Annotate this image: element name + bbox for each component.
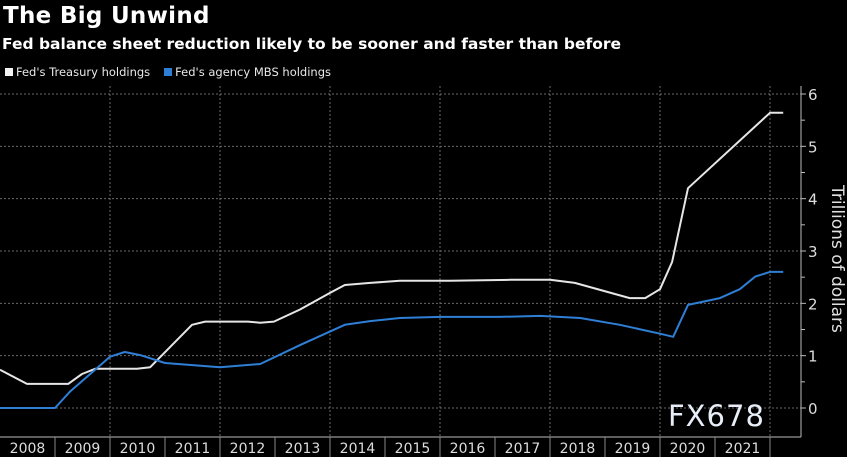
y-tick-label: 1 bbox=[808, 348, 818, 366]
legend-label-mbs: Fed's agency MBS holdings bbox=[175, 65, 331, 79]
series-lines bbox=[0, 111, 784, 409]
y-tick-label: 0 bbox=[808, 400, 818, 418]
treasury-line bbox=[0, 111, 784, 385]
legend: Fed's Treasury holdings Fed's agency MBS… bbox=[5, 65, 331, 79]
y-tick-labels: 0 1 2 3 4 5 6 bbox=[808, 86, 818, 418]
gridlines bbox=[0, 86, 801, 437]
x-tick-label: 2020 bbox=[670, 441, 706, 457]
y-tick-label: 5 bbox=[808, 138, 818, 156]
x-tick-label: 2016 bbox=[450, 441, 486, 457]
x-tick-label: 2018 bbox=[560, 441, 596, 457]
x-tick-labels: 2008 2009 2010 2011 2012 2013 2014 2015 2016 2017… bbox=[10, 441, 761, 457]
x-tick-label: 2010 bbox=[120, 441, 156, 457]
legend-swatch-mbs bbox=[164, 68, 173, 76]
y-tick-label: 4 bbox=[808, 191, 818, 209]
x-tick-label: 2019 bbox=[615, 441, 651, 457]
x-tick-label: 2012 bbox=[230, 441, 266, 457]
x-tick-label: 2009 bbox=[65, 441, 101, 457]
axes bbox=[0, 86, 806, 457]
y-axis-label: Trillions of dollars bbox=[827, 185, 847, 333]
x-tick-label: 2017 bbox=[505, 441, 541, 457]
legend-swatch-treasury bbox=[5, 68, 13, 76]
y-tick-label: 2 bbox=[808, 295, 818, 313]
x-tick-label: 2015 bbox=[395, 441, 431, 457]
mbs-line bbox=[0, 270, 784, 409]
chart-subtitle: Fed balance sheet reduction likely to be… bbox=[2, 35, 622, 53]
x-tick-label: 2008 bbox=[10, 441, 46, 457]
y-tick-label: 6 bbox=[808, 86, 818, 104]
legend-item-treasury: Fed's Treasury holdings bbox=[5, 65, 150, 79]
y-tick-label: 3 bbox=[808, 243, 818, 261]
watermark: FX678 bbox=[668, 399, 765, 433]
x-tick-label: 2013 bbox=[285, 441, 321, 457]
x-tick-label: 2021 bbox=[725, 441, 761, 457]
legend-label-treasury: Fed's Treasury holdings bbox=[16, 65, 151, 79]
x-tick-label: 2011 bbox=[175, 441, 211, 457]
x-tick-label: 2014 bbox=[340, 441, 376, 457]
chart-title: The Big Unwind bbox=[3, 3, 210, 29]
legend-item-mbs: Fed's agency MBS holdings bbox=[164, 65, 331, 79]
